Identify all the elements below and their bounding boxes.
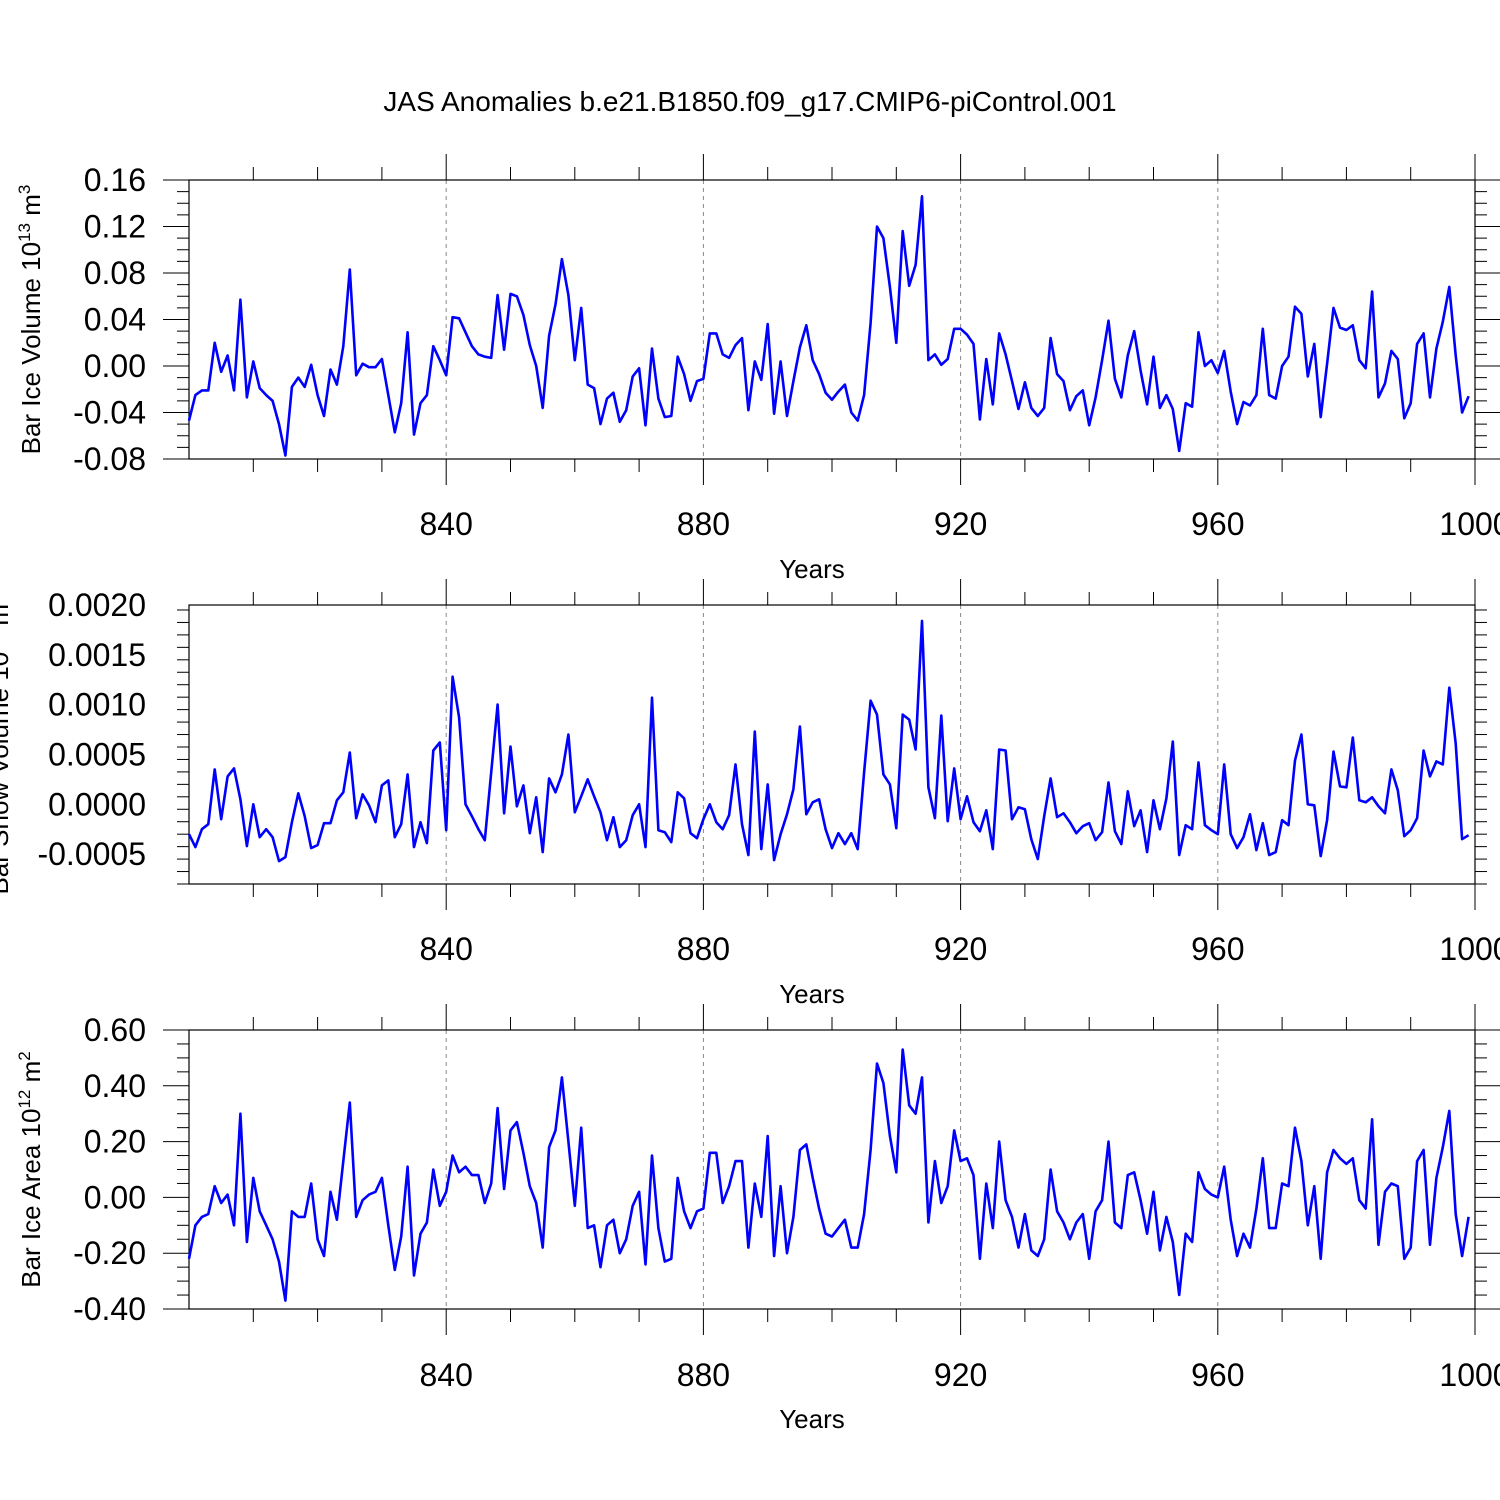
panel-3-ytick-label-3: 0.20 (84, 1124, 146, 1160)
panel-2-ytick-label-0: -0.0005 (37, 836, 146, 872)
panel-2-series-line (187, 619, 1470, 863)
panel-1-xtick-label-2: 920 (934, 506, 987, 542)
panel-3-xtick-label-3: 960 (1191, 1357, 1244, 1393)
panel-3-xtick-label-4: 1000 (1439, 1357, 1500, 1393)
panel-1-ytick-label-1: -0.04 (73, 395, 146, 431)
panel-1-ytick-label-5: 0.12 (84, 209, 146, 245)
panel-3-ytick-label-2: 0.00 (84, 1179, 146, 1215)
panel-2-xtick-label-0: 840 (420, 931, 473, 967)
panel-1-xtick-label-0: 840 (420, 506, 473, 542)
panel-3-ytick-label-0: -0.40 (73, 1291, 146, 1327)
panel-2-y-axis-title: Bar Snow Volume 1013 m3 (0, 594, 14, 894)
panel-2-ytick-label-1: 0.0000 (48, 786, 146, 822)
panel-3-y-axis-title: Bar Ice Area 1012 m2 (15, 1051, 46, 1288)
panel-2-xtick-label-3: 960 (1191, 931, 1244, 967)
panel-2-ytick-label-4: 0.0015 (48, 637, 146, 673)
panel-1-ytick-label-0: -0.08 (73, 441, 146, 477)
panel-1-series-line (187, 195, 1470, 457)
panel-2-ytick-label-5: 0.0020 (48, 587, 146, 623)
panel-1-ytick-label-6: 0.16 (84, 162, 146, 198)
panel-3-ytick-label-5: 0.60 (84, 1012, 146, 1048)
panel-2-frame (188, 604, 1476, 885)
panel-1-y-axis-title: Bar Ice Volume 1013 m3 (15, 185, 46, 455)
panel-2-xtick-label-1: 880 (677, 931, 730, 967)
panel-2-xtick-label-4: 1000 (1439, 931, 1500, 967)
panel-3-xtick-label-0: 840 (420, 1357, 473, 1393)
panel-2-x-axis-title: Years (779, 979, 845, 1009)
panel-3-xtick-label-1: 880 (677, 1357, 730, 1393)
panel-1-xtick-label-3: 960 (1191, 506, 1244, 542)
panel-3-ytick-label-4: 0.40 (84, 1068, 146, 1104)
panel-1-xtick-label-1: 880 (677, 506, 730, 542)
panel-3-series-line (187, 1048, 1470, 1302)
panel-2-xtick-label-2: 920 (934, 931, 987, 967)
panel-2-ytick-label-2: 0.0005 (48, 736, 146, 772)
panel-1-xtick-label-4: 1000 (1439, 506, 1500, 542)
panel-3-ytick-label-1: -0.20 (73, 1235, 146, 1271)
panel-3-frame (188, 1029, 1476, 1310)
panel-3-x-axis-title: Years (779, 1404, 845, 1434)
chart-title: JAS Anomalies b.e21.B1850.f09_g17.CMIP6-… (383, 86, 1117, 117)
panel-1-ytick-label-4: 0.08 (84, 255, 146, 291)
panel-1-ytick-label-2: 0.00 (84, 348, 146, 384)
panel-1-x-axis-title: Years (779, 554, 845, 584)
panel-1-ytick-label-3: 0.04 (84, 302, 146, 338)
panel-3-xtick-label-2: 920 (934, 1357, 987, 1393)
panel-1-frame (188, 179, 1476, 460)
panel-2-ytick-label-3: 0.0010 (48, 687, 146, 723)
